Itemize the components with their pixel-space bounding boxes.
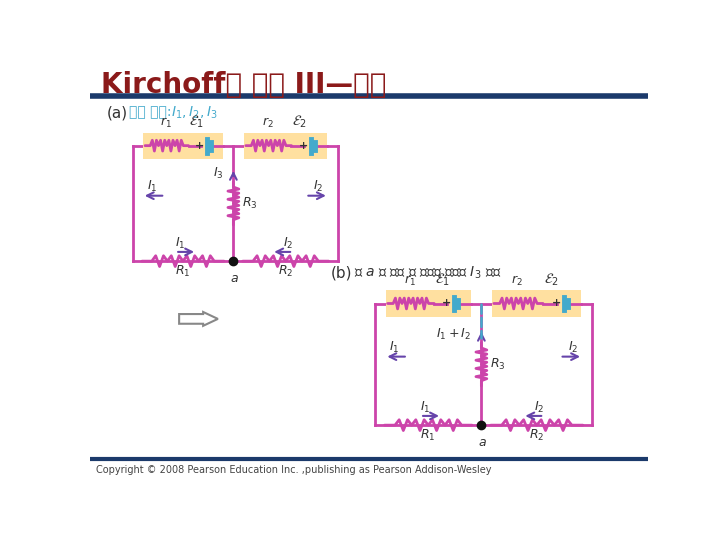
Bar — [143, 132, 222, 159]
Text: $I_1$: $I_1$ — [390, 340, 400, 355]
Text: +: + — [552, 299, 561, 308]
Bar — [492, 291, 581, 316]
Text: Kirchoff의 법칙 III—전략: Kirchoff의 법칙 III—전략 — [101, 71, 386, 99]
Text: $R_3$: $R_3$ — [242, 196, 258, 211]
Text: $R_2$: $R_2$ — [528, 428, 544, 443]
Text: $I_1, I_2, I_3$: $I_1, I_2, I_3$ — [171, 104, 218, 121]
Text: $\mathcal{E}_2$: $\mathcal{E}_2$ — [292, 114, 307, 130]
Text: Copyright © 2008 Pearson Education Inc. ,publishing as Pearson Addison-Wesley: Copyright © 2008 Pearson Education Inc. … — [96, 465, 492, 475]
Text: (a): (a) — [107, 105, 128, 120]
Text: (b): (b) — [330, 265, 352, 280]
Text: $R_3$: $R_3$ — [490, 357, 505, 372]
Text: $r_1$: $r_1$ — [404, 274, 415, 288]
Text: +: + — [442, 299, 451, 308]
Text: $R_1$: $R_1$ — [175, 265, 191, 280]
Text: $I_1$: $I_1$ — [420, 400, 430, 415]
Text: $r_1$: $r_1$ — [160, 116, 171, 130]
Text: 미지 전류:: 미지 전류: — [129, 105, 176, 119]
Text: $I_3$: $I_3$ — [212, 166, 223, 181]
Bar — [244, 132, 327, 159]
Text: $r_2$: $r_2$ — [511, 274, 523, 288]
Text: $I_1$: $I_1$ — [147, 179, 157, 194]
Text: $I_1$: $I_1$ — [175, 236, 185, 251]
Text: $I_1+I_2$: $I_1+I_2$ — [436, 327, 472, 342]
Text: $R_2$: $R_2$ — [278, 265, 293, 280]
Text: $I_2$: $I_2$ — [283, 236, 294, 251]
Text: $r_2$: $r_2$ — [261, 116, 274, 130]
Text: +: + — [299, 140, 308, 151]
Text: +: + — [195, 140, 204, 151]
Text: $a$: $a$ — [230, 272, 238, 285]
Bar — [386, 291, 471, 316]
Text: 점 $a$ 에 접합 점 규칙을 적용해 $I_3$ 소거: 점 $a$ 에 접합 점 규칙을 적용해 $I_3$ 소거 — [354, 265, 501, 281]
Text: $I_2$: $I_2$ — [313, 179, 324, 194]
Polygon shape — [179, 312, 218, 326]
Text: $\mathcal{E}_2$: $\mathcal{E}_2$ — [544, 272, 559, 288]
Text: $R_1$: $R_1$ — [420, 428, 436, 443]
Text: $\mathcal{E}_1$: $\mathcal{E}_1$ — [189, 114, 204, 130]
Text: $\mathcal{E}_1$: $\mathcal{E}_1$ — [435, 272, 450, 288]
Text: $I_2$: $I_2$ — [534, 400, 544, 415]
Text: $I_2$: $I_2$ — [567, 340, 578, 355]
Text: $a$: $a$ — [478, 436, 487, 449]
